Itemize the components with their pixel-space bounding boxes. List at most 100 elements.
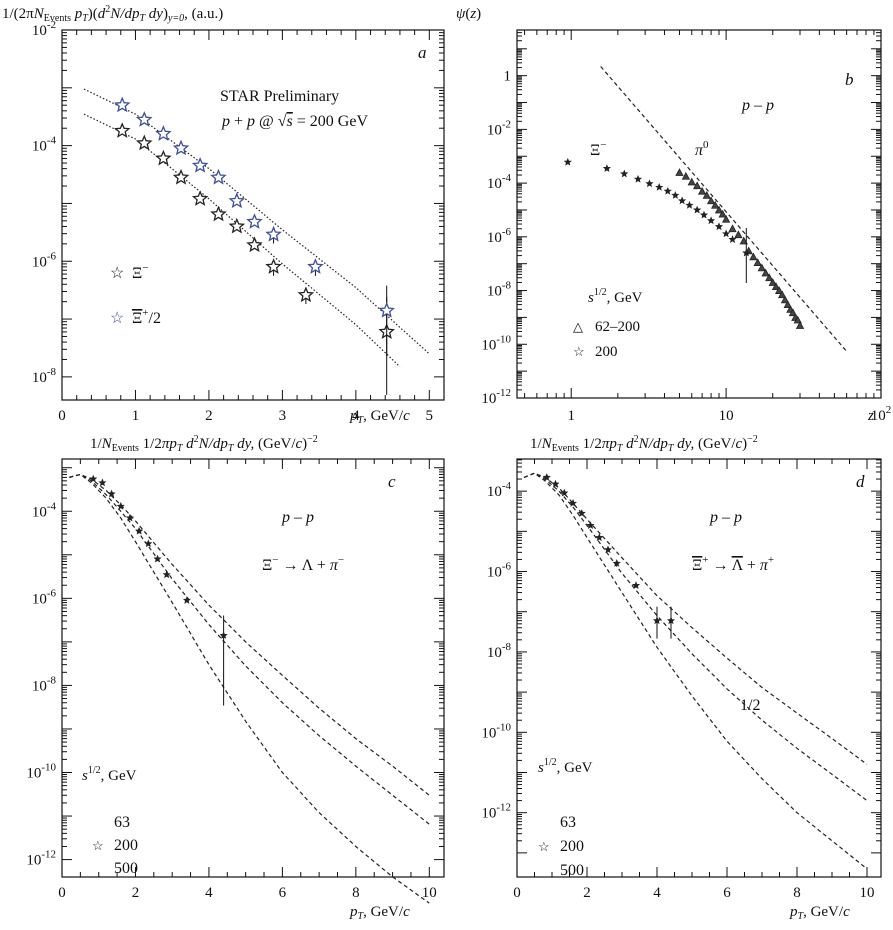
x-tick-label: 2 — [205, 408, 213, 424]
x-tick-label: 10 — [860, 885, 875, 901]
panel-c-annotation-pp: p – p — [281, 509, 314, 526]
data-point — [780, 295, 790, 304]
fit-curve — [83, 88, 430, 355]
data-point — [265, 225, 282, 242]
data-point — [551, 479, 560, 488]
panel-c-legend-item-2: 200 — [114, 837, 138, 854]
y-tick-label: 10-8 — [32, 674, 57, 694]
panel-a-title: 1/(2πNEvents pT)(d2N/dpT dy)y=0, (a.u.) — [2, 4, 223, 24]
data-point — [144, 539, 153, 548]
panel-d-legend-item-1: 63 — [560, 814, 576, 831]
data-point — [666, 616, 676, 625]
data-point — [765, 273, 774, 282]
panel-a-annotation-energy: p + p @ √s = 200 GeV — [221, 113, 368, 130]
data-point — [219, 631, 228, 639]
x-tick-label: 8 — [793, 885, 801, 901]
legend-triangle-icon: △ — [573, 319, 583, 334]
panel-a: 1/(2πNEvents pT)(d2N/dpT dy)y=0, (a.u.) … — [2, 4, 445, 426]
x-tick-label: 2 — [132, 885, 140, 901]
data-point — [768, 278, 777, 286]
x-tick-label: 3 — [279, 408, 287, 424]
panel-b-annotation-pi0: π0 — [695, 139, 709, 159]
panel-b-letter: b — [845, 70, 854, 89]
data-point — [246, 236, 263, 253]
data-point — [728, 235, 737, 243]
data-point — [774, 286, 784, 294]
panel-c-legend-item-3: 500 — [114, 860, 138, 877]
data-point — [742, 248, 751, 257]
data-point — [153, 554, 162, 563]
data-point — [753, 258, 762, 266]
data-point — [702, 191, 711, 199]
model-curve — [523, 472, 868, 765]
x-tick-label: 0 — [58, 408, 66, 424]
panel-d: 1/NEvents 1/2πpT d2N/dpT dy, (GeV/c)−2 1… — [481, 434, 882, 922]
panel-c-xlabel: pT, GeV/c — [349, 904, 410, 922]
data-point — [162, 570, 171, 579]
data-point — [107, 489, 116, 498]
data-point — [228, 192, 246, 209]
y-tick-label: 10-6 — [32, 587, 57, 607]
data-point — [685, 200, 694, 209]
legend-star-icon: ☆ — [538, 839, 550, 854]
y-tick-label: 10-10 — [481, 333, 511, 353]
panel-b-frame — [516, 29, 882, 399]
legend-star-icon: ☆ — [573, 344, 585, 359]
data-point — [675, 168, 684, 176]
model-curve — [69, 473, 430, 904]
panel-c-legend-item-1: 63 — [114, 814, 130, 831]
data-point — [749, 252, 758, 261]
x-tick-label: 8 — [352, 885, 360, 901]
model-curve — [523, 472, 868, 870]
y-tick-label: 10-4 — [487, 480, 512, 500]
data-point — [722, 229, 731, 238]
data-point — [771, 282, 781, 291]
data-point — [98, 478, 107, 487]
data-point — [633, 174, 643, 183]
y-tick-label: 10-6 — [487, 226, 512, 246]
x-tick-label: 2 — [583, 885, 591, 901]
data-point — [560, 488, 569, 497]
y-tick-label: 10-2 — [32, 19, 56, 39]
y-tick-label: 10-4 — [487, 172, 512, 192]
y-tick-label: 10-4 — [32, 500, 57, 520]
panel-d-legend-item-3: 500 — [560, 862, 584, 879]
y-tick-label: 10-10 — [26, 762, 56, 782]
legend-label-xi-minus: Ξ− — [132, 262, 149, 282]
panel-d-annotation-pp: p – p — [709, 509, 742, 526]
data-point — [652, 616, 662, 625]
data-point — [681, 171, 691, 180]
data-point — [114, 122, 131, 138]
y-tick-label: 10-12 — [481, 387, 511, 407]
data-point — [655, 183, 664, 191]
y-tick-label: 10-8 — [487, 641, 512, 661]
x-tick-label: 10 — [422, 885, 437, 901]
y-tick-label: 10-6 — [487, 561, 512, 581]
x-tick-label: 6 — [279, 885, 287, 901]
data-point — [711, 200, 720, 209]
x-tick-label: 0 — [58, 885, 66, 901]
data-point — [125, 513, 135, 522]
panel-d-letter: d — [856, 472, 865, 491]
data-point — [728, 224, 737, 233]
data-point — [265, 258, 282, 274]
data-point — [687, 177, 696, 186]
data-point — [307, 258, 324, 274]
data-point — [297, 286, 315, 303]
panel-c-frame — [61, 458, 445, 878]
data-point — [89, 474, 98, 483]
x-tick-label: 4 — [352, 408, 360, 424]
data-point — [568, 499, 578, 507]
data-point — [795, 321, 805, 329]
data-point — [135, 526, 144, 535]
pi0-reference-line — [600, 66, 848, 352]
panel-d-legend-item-2: 200 — [560, 838, 584, 855]
y-tick-label: 10-12 — [481, 802, 511, 822]
data-point — [777, 290, 787, 299]
data-point — [210, 205, 227, 222]
data-point — [739, 236, 748, 245]
data-point — [697, 186, 707, 195]
data-point — [135, 111, 153, 127]
panel-d-annotation-half: 1/2 — [740, 697, 760, 714]
